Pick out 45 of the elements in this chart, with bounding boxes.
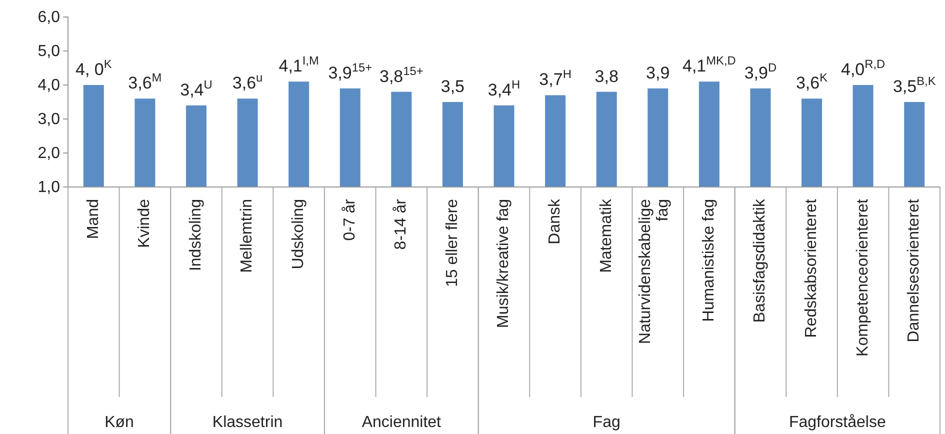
data-label: 3,8$^{15+}$: [380, 64, 424, 86]
x-axis-title: Køn: [104, 414, 134, 431]
x-tick-label: Redskabsorienteret: [802, 198, 820, 338]
data-label: 4,1$^{MK,D}$: [682, 54, 736, 76]
data-label: 4,0$^{R,D}$: [840, 57, 886, 79]
data-label: 3,5$^{B,K}$: [892, 74, 936, 96]
x-tick-label: Udskoling: [290, 199, 308, 270]
data-label: 4, 0$^{K}$: [76, 57, 112, 79]
y-tick-label: 2,0: [38, 145, 60, 162]
x-axis-title: Fag: [592, 414, 620, 431]
x-tick-label: Dannelsesorienteret: [906, 198, 923, 342]
x-tick-label: Naturvidenskabelige fag: [636, 198, 672, 344]
x-tick-label: 15 eller flere: [444, 198, 461, 288]
y-tick-label: 4,0: [38, 77, 60, 94]
y-tick-label: 6,0: [38, 9, 60, 26]
x-tick-label: Indskoling: [187, 199, 204, 272]
data-label: 3,6$^{K}$: [796, 70, 828, 93]
y-tick-label: 3,0: [38, 111, 60, 128]
data-label: 3,7$^{H}$: [539, 67, 572, 90]
x-tick-label: Basisfagsdidaktik: [752, 198, 769, 323]
y-tick-label: 5,0: [38, 43, 60, 60]
data-label: 3,9$^{D}$: [744, 60, 777, 82]
x-tick-label: Humanistiske fag: [700, 199, 718, 322]
x-tick-label: Dansk: [546, 198, 564, 244]
x-tick-label: Matematik: [598, 198, 615, 273]
data-label: 3,8: [594, 66, 618, 86]
data-label: 3,4$^{H}$: [488, 77, 520, 100]
y-tick-label: 1,0: [38, 179, 60, 196]
x-axis-title: Klassetrin: [212, 414, 283, 431]
x-axis-title: Anciennitet: [362, 414, 442, 431]
x-tick-label: 0-7 år: [341, 198, 358, 241]
data-label: 4,1$^{I,M}$: [278, 54, 319, 76]
data-label: 3,4$^{U}$: [180, 77, 212, 100]
x-tick-label: Musik/kreative fag: [495, 199, 512, 328]
x-tick-label: Mellemtrin: [238, 199, 256, 273]
x-tick-label: 8-14 år: [392, 198, 410, 250]
data-label: 3,9: [646, 63, 670, 82]
x-axis-title: Fagforståelse: [788, 414, 886, 431]
data-label: 3,9$^{15+}$: [328, 60, 372, 82]
data-label: 3,6$^{u}$: [232, 70, 263, 93]
data-label: 3,6$^{M}$: [128, 70, 162, 93]
x-tick-label: Kompetenceorienteret: [854, 198, 872, 356]
data-label: 3,5: [440, 77, 465, 96]
x-tick-label: Kvinde: [136, 198, 154, 248]
x-tick-label: Mand: [84, 199, 102, 240]
